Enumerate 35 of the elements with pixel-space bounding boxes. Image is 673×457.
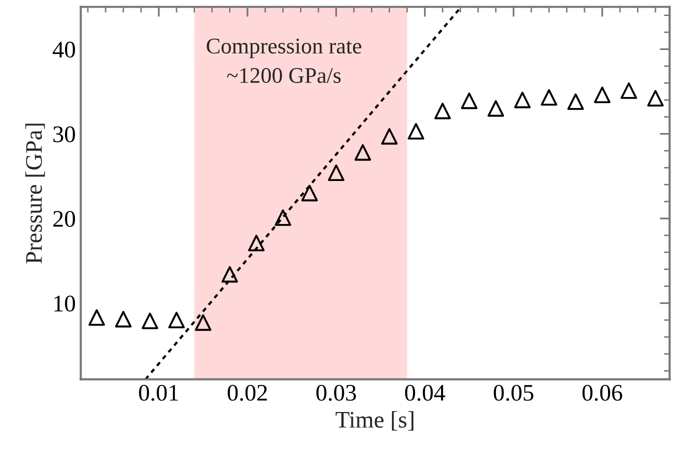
y-tick-label: 10 (54, 296, 75, 312)
annotation: Compression rate ~1200 GPa/s (206, 38, 362, 83)
point (301, 184, 318, 202)
y-axis-title: Pressure [GPa] (25, 124, 45, 264)
y-tick-label: 40 (52, 42, 75, 58)
point (354, 144, 372, 161)
point (274, 209, 292, 226)
point (328, 164, 344, 182)
point (460, 92, 478, 110)
y-tick-label: 30 (53, 126, 75, 142)
point (194, 314, 212, 331)
point (408, 123, 424, 140)
point (381, 128, 398, 145)
point (540, 89, 558, 106)
y-tick-label: 20 (53, 210, 75, 227)
x-tick-label: 0.05 (494, 384, 534, 401)
point (142, 312, 158, 330)
point (514, 92, 531, 108)
x-tick-label: 0.06 (582, 384, 622, 401)
point (647, 90, 664, 107)
point (248, 234, 265, 252)
x-tick-label: 0.04 (405, 384, 446, 401)
x-tick-label: 0.01 (139, 384, 178, 401)
point (434, 102, 451, 120)
point (168, 312, 185, 328)
point (567, 93, 584, 110)
point (594, 86, 610, 104)
point (620, 82, 638, 99)
point (488, 100, 504, 117)
x-axis-title: Time [s] (336, 411, 414, 431)
x-tick-label: 0.02 (228, 384, 267, 401)
x-tick-label: 0.03 (316, 384, 356, 401)
point (221, 266, 238, 283)
point (88, 309, 105, 326)
point (115, 310, 132, 328)
